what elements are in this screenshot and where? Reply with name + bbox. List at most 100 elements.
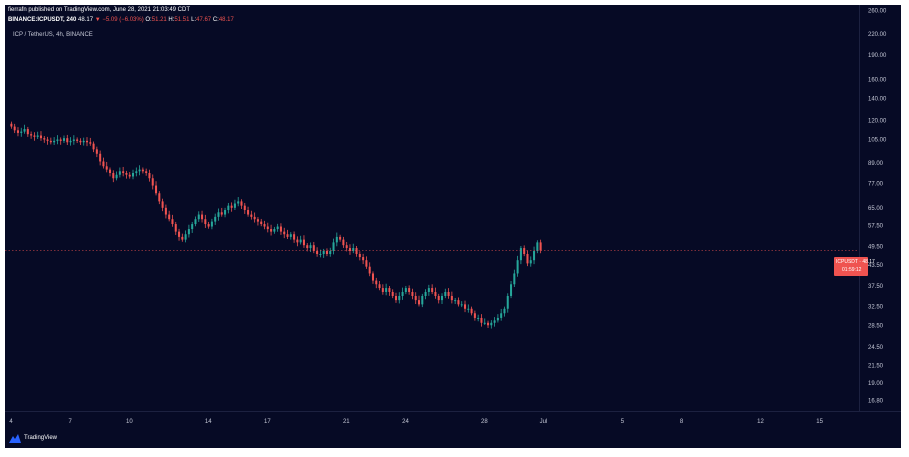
candle-body[interactable]	[500, 313, 503, 318]
candle-body[interactable]	[26, 129, 29, 135]
candle-body[interactable]	[490, 322, 493, 326]
candle-body[interactable]	[519, 248, 522, 261]
candle-body[interactable]	[378, 284, 381, 289]
candle-body[interactable]	[460, 304, 463, 306]
candle-body[interactable]	[273, 229, 276, 232]
candle-body[interactable]	[487, 322, 490, 326]
candle-body[interactable]	[529, 260, 532, 264]
candle-body[interactable]	[362, 257, 365, 261]
candle-body[interactable]	[513, 273, 516, 285]
candle-body[interactable]	[276, 226, 279, 230]
candle-body[interactable]	[201, 214, 204, 220]
candle-body[interactable]	[250, 214, 253, 217]
candle-body[interactable]	[36, 135, 39, 137]
candle-body[interactable]	[214, 216, 217, 222]
candle-body[interactable]	[312, 245, 315, 252]
candle-body[interactable]	[444, 291, 447, 296]
candle-body[interactable]	[131, 173, 135, 177]
candle-body[interactable]	[16, 130, 19, 133]
candle-body[interactable]	[72, 139, 75, 141]
candle-body[interactable]	[539, 242, 542, 251]
candle-body[interactable]	[56, 139, 59, 141]
candle-body[interactable]	[151, 178, 154, 186]
candle-body[interactable]	[454, 300, 457, 302]
candle-body[interactable]	[59, 139, 62, 141]
tradingview-brand[interactable]: TradingView	[9, 432, 57, 444]
candle-body[interactable]	[181, 236, 184, 240]
candle-body[interactable]	[464, 304, 467, 309]
candle-body[interactable]	[260, 221, 263, 225]
candle-body[interactable]	[355, 248, 358, 255]
candle-body[interactable]	[155, 185, 158, 194]
candle-body[interactable]	[10, 123, 13, 127]
candle-body[interactable]	[434, 291, 437, 296]
candle-body[interactable]	[174, 224, 177, 232]
candle-body[interactable]	[339, 236, 342, 240]
candle-body[interactable]	[296, 239, 299, 243]
candle-body[interactable]	[306, 245, 309, 249]
candle-body[interactable]	[194, 219, 197, 225]
candle-body[interactable]	[470, 308, 473, 314]
candle-body[interactable]	[99, 153, 102, 162]
candle-body[interactable]	[33, 135, 36, 137]
candle-body[interactable]	[480, 317, 483, 323]
candle-body[interactable]	[266, 226, 269, 230]
candle-body[interactable]	[191, 224, 194, 230]
candle-body[interactable]	[66, 138, 69, 143]
candle-body[interactable]	[171, 219, 174, 225]
candle-body[interactable]	[431, 288, 434, 292]
candle-body[interactable]	[125, 173, 128, 175]
candle-body[interactable]	[424, 291, 427, 296]
candle-body[interactable]	[79, 140, 82, 143]
candle-body[interactable]	[322, 251, 325, 255]
candle-body[interactable]	[467, 308, 470, 310]
candle-body[interactable]	[23, 129, 26, 132]
candle-body[interactable]	[335, 236, 338, 243]
candle-body[interactable]	[414, 295, 417, 301]
candle-body[interactable]	[184, 234, 187, 240]
candle-body[interactable]	[510, 284, 513, 296]
candle-body[interactable]	[69, 140, 72, 143]
candle-body[interactable]	[483, 322, 486, 324]
candle-body[interactable]	[128, 174, 131, 177]
candle-body[interactable]	[309, 245, 312, 249]
candle-body[interactable]	[536, 242, 539, 252]
candle-body[interactable]	[224, 210, 227, 215]
candle-body[interactable]	[270, 229, 273, 232]
candle-body[interactable]	[279, 226, 282, 232]
candle-body[interactable]	[319, 254, 322, 256]
candle-body[interactable]	[204, 219, 207, 225]
candle-body[interactable]	[526, 254, 529, 264]
candle-body[interactable]	[102, 161, 105, 167]
candle-body[interactable]	[371, 273, 374, 281]
candle-body[interactable]	[473, 313, 476, 318]
candle-body[interactable]	[404, 288, 407, 292]
candle-body[interactable]	[516, 260, 519, 274]
candle-body[interactable]	[233, 203, 236, 208]
candle-body[interactable]	[168, 214, 171, 220]
candle-body[interactable]	[43, 138, 46, 140]
candle-body[interactable]	[394, 295, 398, 301]
candle-body[interactable]	[187, 229, 190, 235]
candle-body[interactable]	[141, 169, 144, 172]
candle-body[interactable]	[427, 288, 430, 292]
candle-body[interactable]	[108, 169, 112, 174]
candle-body[interactable]	[247, 210, 250, 215]
candle-body[interactable]	[437, 295, 440, 301]
candle-body[interactable]	[46, 139, 49, 141]
candlestick-chart[interactable]: 260.00 220.00 190.00 160.00 140.00 120.00 105.…	[5, 5, 901, 448]
candle-body[interactable]	[76, 139, 79, 141]
candle-body[interactable]	[256, 219, 259, 222]
candle-body[interactable]	[447, 291, 450, 296]
candle-body[interactable]	[496, 317, 499, 321]
candle-body[interactable]	[286, 234, 289, 237]
candle-body[interactable]	[95, 149, 98, 154]
candle-body[interactable]	[385, 288, 388, 292]
candle-body[interactable]	[178, 231, 181, 237]
candle-body[interactable]	[450, 295, 453, 301]
candle-body[interactable]	[240, 201, 243, 206]
candle-body[interactable]	[401, 291, 404, 296]
plot-area[interactable]	[5, 5, 859, 412]
candle-body[interactable]	[112, 173, 115, 179]
candle-body[interactable]	[210, 221, 213, 227]
